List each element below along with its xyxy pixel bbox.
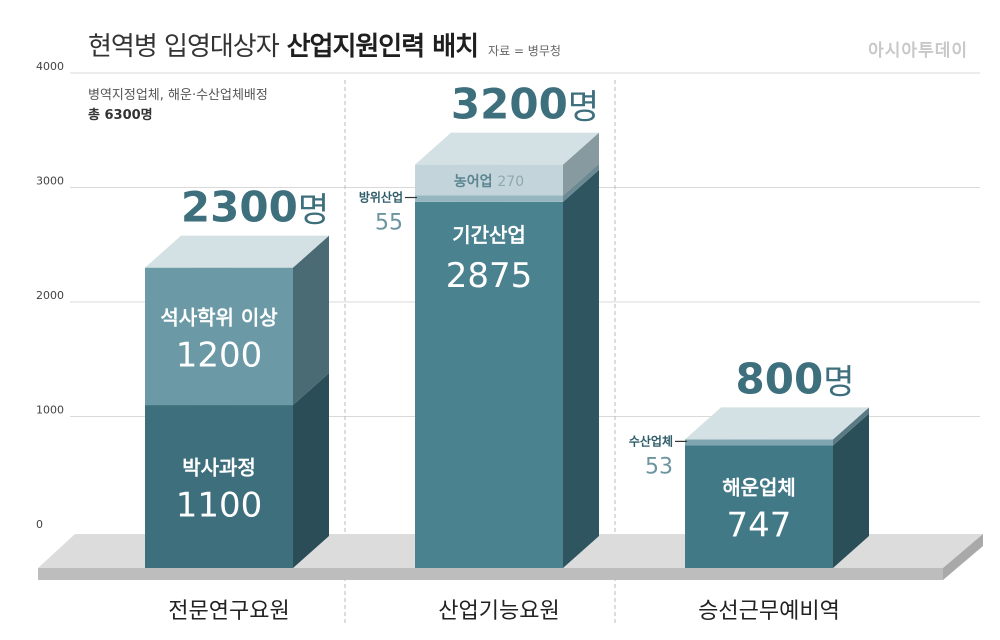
total-note-line1: 병역지정업체, 해운·수산업체배정 — [88, 88, 268, 103]
bar-segment-side — [563, 169, 599, 568]
floor-front — [38, 568, 943, 580]
bar-segment-side — [563, 163, 599, 202]
bar-top-face — [685, 407, 869, 440]
y-tick-label: 1000 — [36, 404, 64, 417]
bar-segment — [685, 439, 833, 446]
bar-top-face — [145, 235, 329, 268]
bar-segment-side — [563, 132, 599, 196]
y-tick-label: 3000 — [36, 175, 64, 188]
segment-value: 1100 — [176, 486, 263, 526]
callout-value: 53 — [645, 454, 673, 479]
bar-segment — [415, 201, 563, 568]
bar-segment — [685, 445, 833, 568]
segment-name: 해운업체 — [722, 476, 796, 500]
segment-label: 농어업 270 — [454, 173, 524, 190]
total-note: 병역지정업체, 해운·수산업체배정 총 6300명 — [88, 86, 268, 126]
callout-name: 수산업체 — [629, 433, 673, 448]
chart-header: 현역병 입영대상자 산업지원인력 배치 자료 = 병무청 — [88, 26, 561, 63]
bar-segment — [145, 405, 293, 568]
segment-value: 747 — [727, 506, 792, 546]
category-label: 승선근무예비역 — [698, 599, 840, 624]
bar-segment — [145, 267, 293, 406]
chart-title-bold: 산업지원인력 배치 — [286, 32, 479, 62]
total-label: 3200명 — [451, 80, 599, 129]
total-label: 800명 — [736, 354, 855, 403]
segment-value: 2875 — [446, 256, 533, 296]
chart-title-light: 현역병 입영대상자 — [88, 32, 280, 62]
bar-segment — [415, 164, 563, 196]
segment-name: 석사학위 이상 — [160, 305, 278, 329]
floor-side — [943, 534, 983, 580]
total-label: 2300명 — [181, 183, 329, 232]
y-tick-label: 0 — [36, 518, 43, 531]
category-label: 전문연구요원 — [168, 599, 289, 624]
callout-value: 55 — [375, 211, 403, 236]
segment-name: 박사과정 — [182, 456, 256, 480]
total-note-line2: 총 6300명 — [88, 108, 153, 123]
segment-value: 1200 — [176, 335, 263, 375]
bar-segment-side — [833, 413, 869, 568]
bar-top-face — [415, 132, 599, 165]
source-note: 자료 = 병무청 — [488, 44, 561, 58]
bar-segment-side — [833, 407, 869, 446]
bar-segment-side — [293, 373, 329, 568]
brand-logo: 아시아투데이 — [868, 41, 968, 61]
y-tick-label: 4000 — [36, 60, 64, 73]
bar-segment-side — [293, 235, 329, 406]
segment-name: 기간산업 — [452, 223, 526, 247]
y-tick-label: 2000 — [36, 289, 64, 302]
callout-name: 방위산업 — [359, 190, 403, 205]
bar-segment — [415, 195, 563, 202]
category-label: 산업기능요원 — [438, 599, 559, 624]
